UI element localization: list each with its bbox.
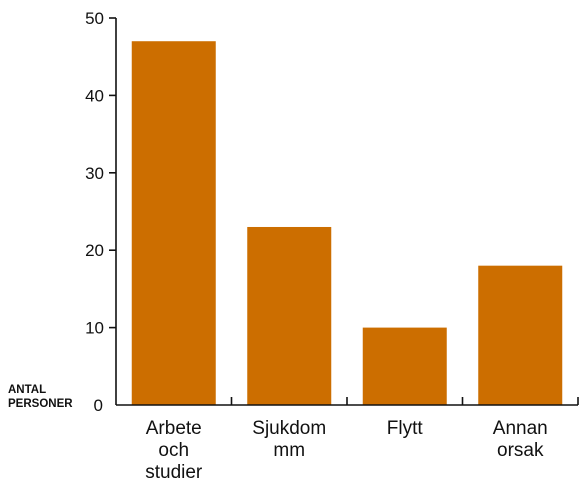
x-category-label-0: Arbete och studier (145, 418, 203, 483)
y-tick-label-1: 10 (85, 319, 104, 338)
y-tick-label-3: 30 (85, 164, 104, 183)
bar-0 (131, 41, 216, 405)
y-axis-label-line-1: ANTAL (8, 384, 46, 396)
x-category-label-3: Annan orsak (493, 418, 548, 461)
y-tick-label-2: 20 (85, 241, 104, 260)
y-axis-label-line-2: PERSONER (8, 398, 73, 410)
y-tick-label-0: 0 (94, 396, 103, 415)
y-tick-label-5: 50 (85, 9, 104, 28)
x-category-label-2: Flytt (387, 418, 424, 439)
x-category-label-1: Sjukdom mm (252, 418, 326, 461)
bar-2 (362, 327, 447, 405)
bar-1 (247, 226, 332, 405)
bar-3 (478, 265, 563, 405)
y-tick-label-4: 40 (85, 86, 104, 105)
